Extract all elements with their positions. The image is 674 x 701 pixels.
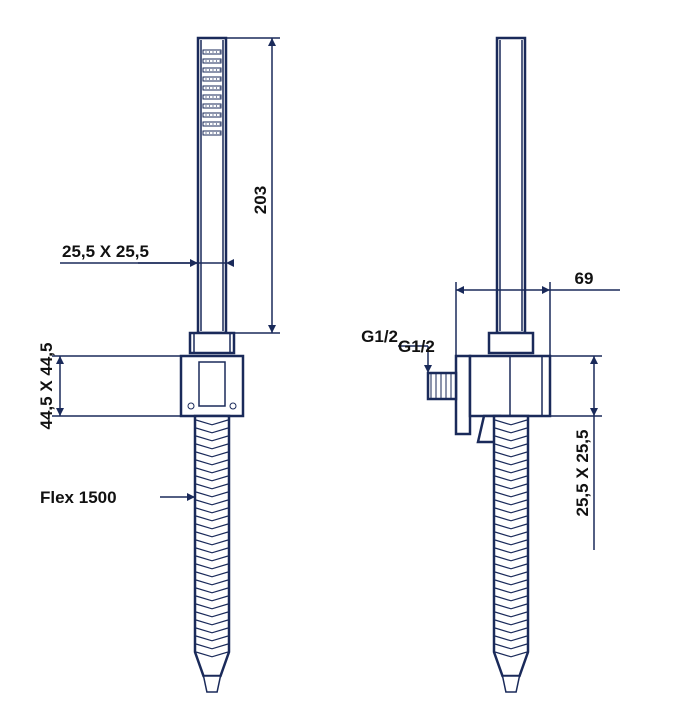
hose [494, 416, 528, 692]
dim-thread-label: G1/2 [398, 337, 435, 356]
hose [195, 416, 229, 692]
dim-outlet: 25,5 X 25,5 [573, 430, 592, 517]
dim-thread: G1/2 [361, 327, 398, 346]
dim-height: 203 [251, 186, 270, 214]
side-view [428, 38, 550, 692]
dim-depth: 69 [575, 269, 594, 288]
dim-flex: Flex 1500 [40, 488, 117, 507]
front-view [181, 38, 243, 692]
dim-handle: 25,5 X 25,5 [62, 242, 149, 261]
dim-holder: 44,5 X 44,5 [37, 343, 56, 430]
